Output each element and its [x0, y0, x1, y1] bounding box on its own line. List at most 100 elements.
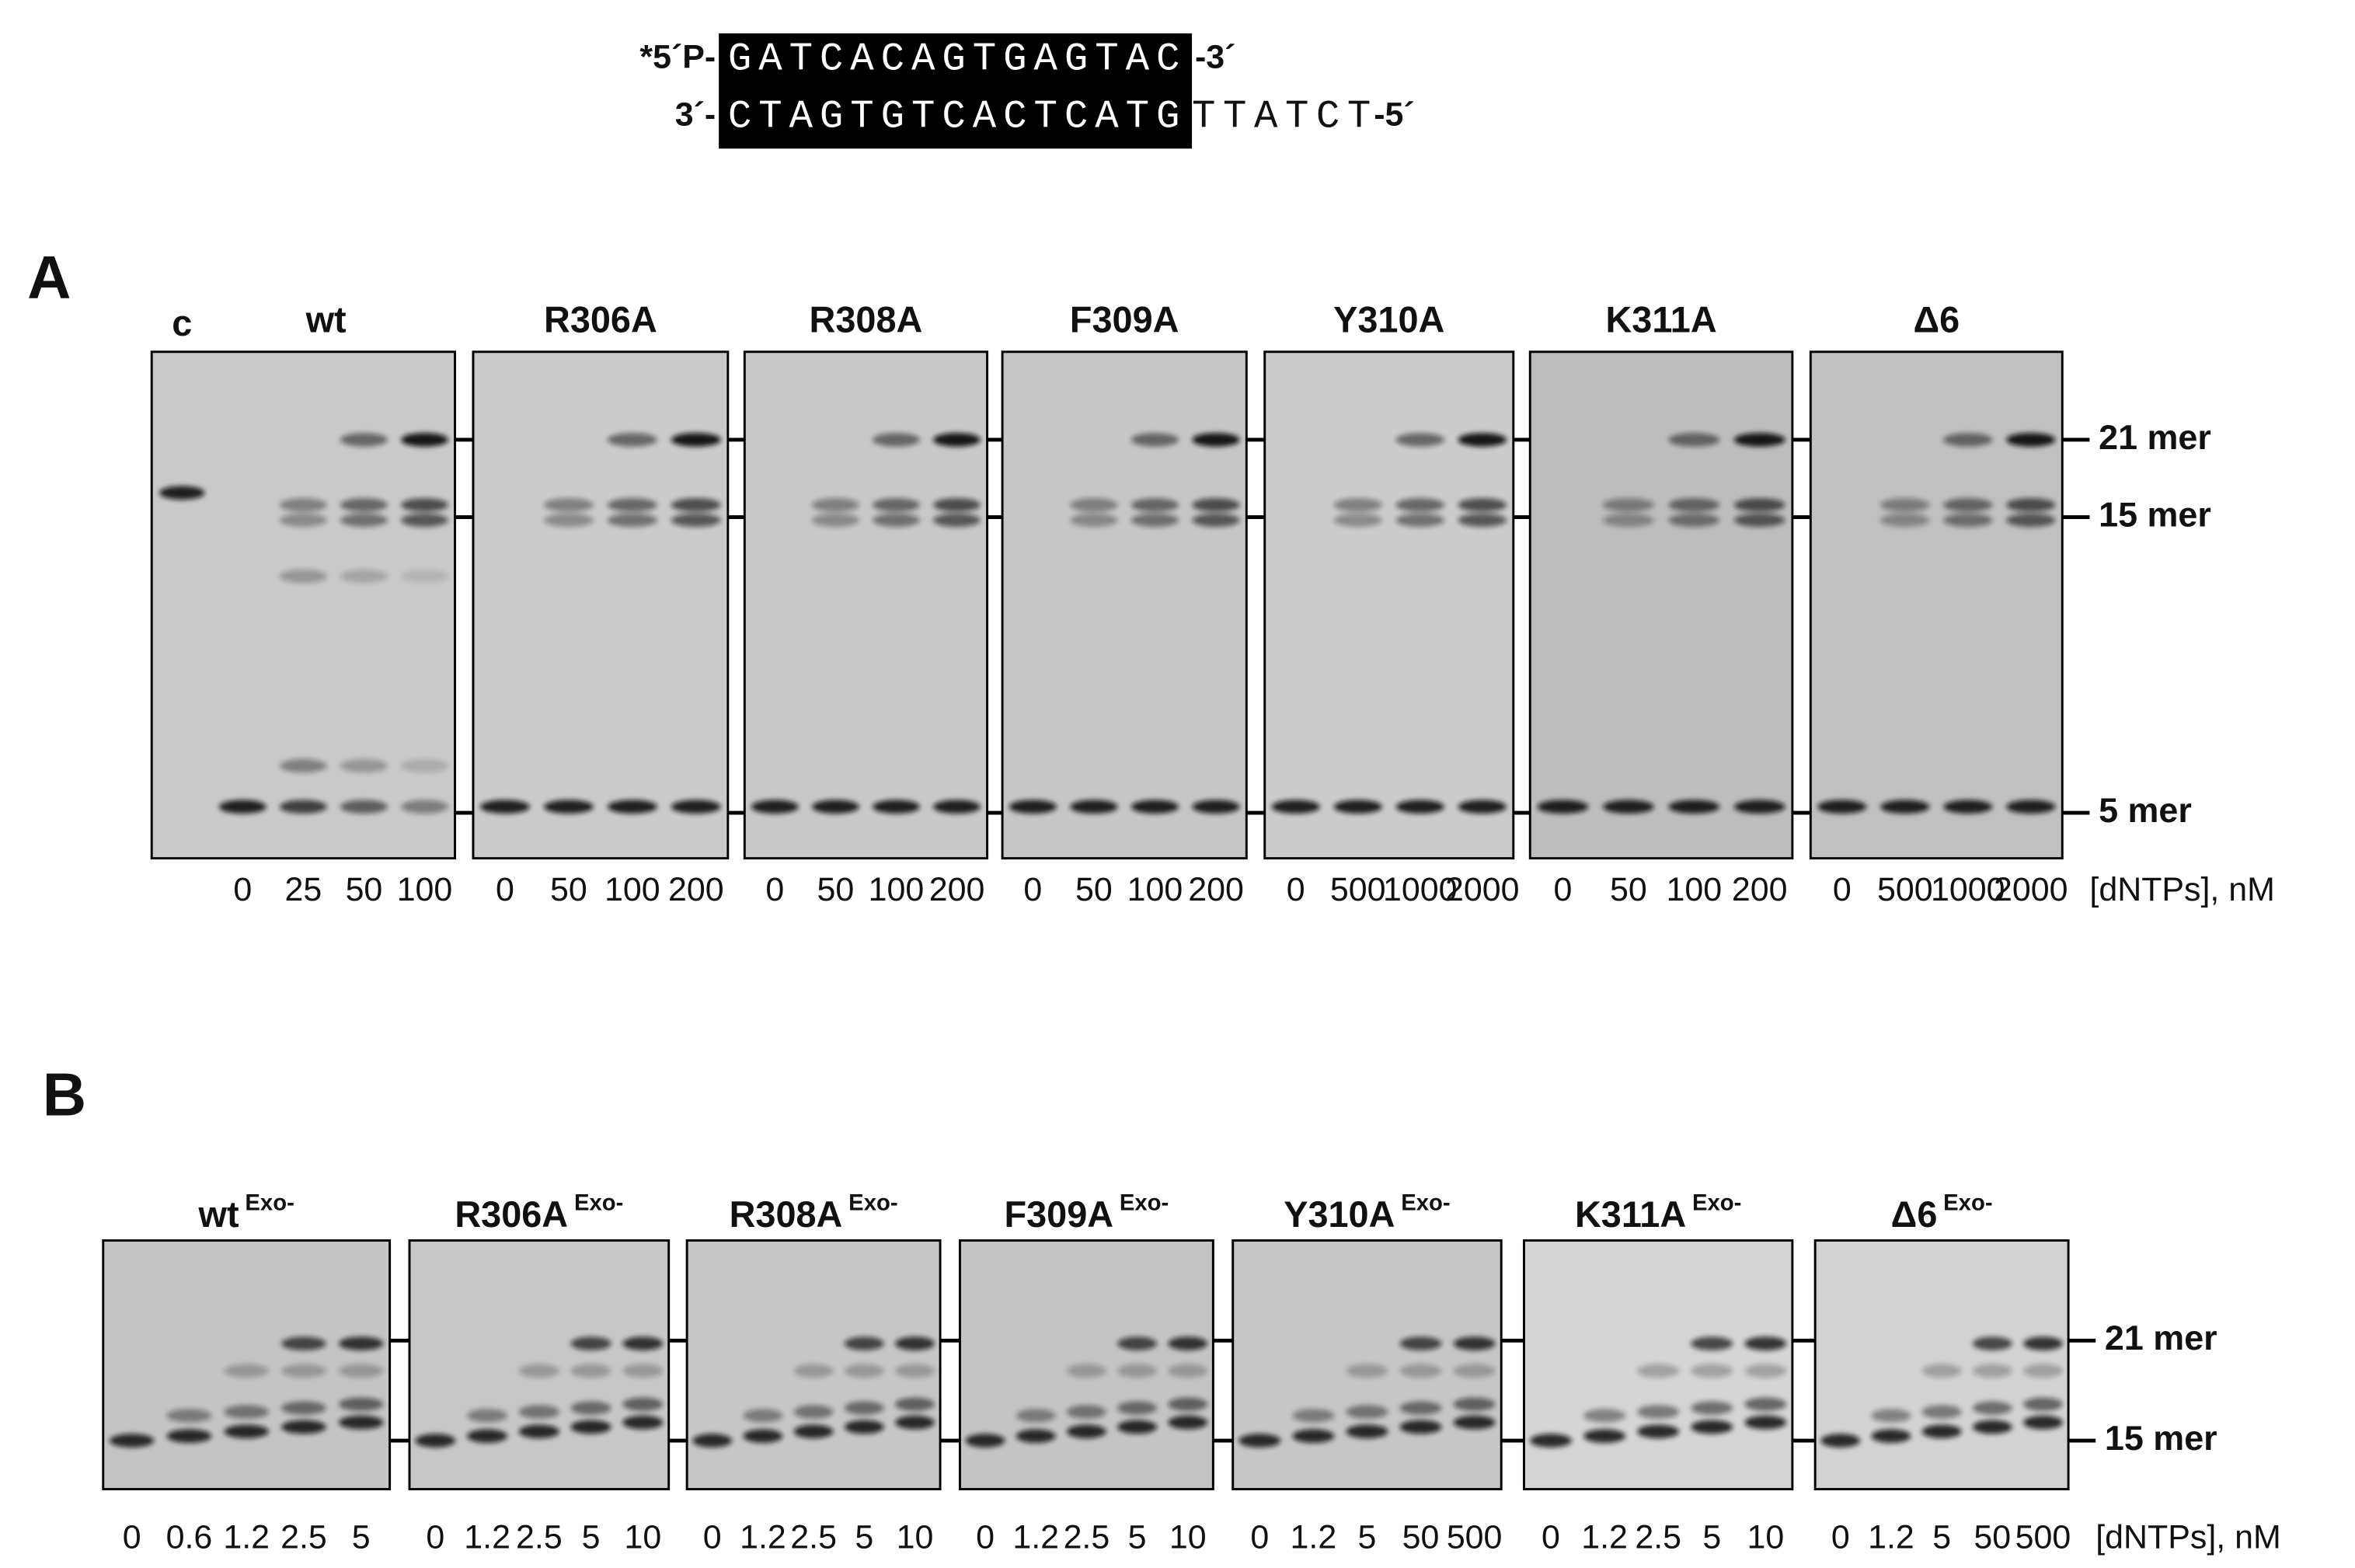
- marker-label: 5 mer: [2099, 790, 2192, 830]
- lane-label: 50: [346, 871, 383, 908]
- lane-label: 1000: [1931, 871, 2005, 908]
- band: [401, 498, 448, 512]
- gel: [1813, 1239, 2070, 1490]
- band: [933, 513, 981, 528]
- band: [1192, 433, 1240, 447]
- overhang-sequence: TTATCT: [1192, 96, 1371, 140]
- band: [1602, 498, 1654, 512]
- gel-title: K311A: [1605, 300, 1716, 340]
- band: [2023, 1336, 2063, 1350]
- band: [279, 513, 327, 528]
- band: [1192, 498, 1240, 512]
- substrate: *5´P- GATCACAGTGAGTAC -3´ 3´- CTAGTGTCAC…: [639, 33, 1415, 149]
- band: [1691, 1364, 1733, 1378]
- gel-image: [1813, 1239, 2070, 1490]
- gel-image: [150, 350, 457, 860]
- band: [1458, 513, 1507, 528]
- gel-image: [1809, 350, 2064, 860]
- gel: [1263, 350, 1515, 860]
- band: [340, 569, 388, 584]
- gel-title-name: R306A: [544, 300, 657, 340]
- lane-label: 0: [123, 1518, 141, 1556]
- band: [873, 800, 920, 814]
- lane-label: 1000: [1383, 871, 1458, 908]
- lane-label: 0: [233, 871, 252, 908]
- band: [1453, 1415, 1496, 1430]
- lane-label: 2000: [1994, 871, 2068, 908]
- gel-title-name: R308A: [810, 300, 923, 340]
- band: [671, 513, 721, 528]
- band: [793, 1405, 834, 1419]
- gel: [1231, 1239, 1503, 1490]
- band: [401, 569, 448, 584]
- gel-title: wt: [305, 300, 347, 340]
- lane-label: 500: [1877, 871, 1933, 908]
- x-label: [dNTPs], nM: [2095, 1518, 2281, 1556]
- band: [1972, 1336, 2012, 1350]
- gel-title: wt Exo-: [198, 1190, 294, 1235]
- band: [793, 1424, 834, 1439]
- band: [1871, 1429, 1911, 1443]
- band: [279, 498, 327, 512]
- gel-title-superscript: Exo-: [1401, 1190, 1450, 1215]
- band: [1691, 1420, 1733, 1434]
- band: [415, 1434, 456, 1448]
- band: [1880, 498, 1930, 512]
- lane-label: 0: [1287, 871, 1305, 908]
- gel-title-name: wt: [198, 1195, 239, 1235]
- paired-sequence: CTAGTGTCACTCATG: [728, 96, 1180, 140]
- band: [1458, 498, 1507, 512]
- band: [1333, 800, 1382, 814]
- band: [607, 433, 657, 447]
- gel: [408, 1239, 671, 1490]
- lane-label: 500: [1330, 871, 1386, 908]
- marker-label: 21 mer: [2099, 417, 2211, 457]
- lane-label: 5: [582, 1518, 601, 1556]
- band: [340, 433, 388, 447]
- gel-title: F309A: [1070, 300, 1179, 340]
- lane-label: 2.5: [1064, 1518, 1110, 1556]
- band: [1117, 1364, 1158, 1378]
- lane-label: 100: [604, 871, 660, 908]
- band: [479, 800, 530, 814]
- lane-label: 1.2: [740, 1518, 786, 1556]
- gel: [1522, 1239, 1794, 1490]
- gel-title: R308A: [810, 300, 923, 340]
- band: [279, 758, 327, 773]
- band: [1333, 498, 1382, 512]
- band: [1453, 1364, 1496, 1378]
- lane-label: 5: [1358, 1518, 1377, 1556]
- band: [1346, 1405, 1388, 1419]
- band: [1744, 1364, 1787, 1378]
- band: [1130, 513, 1179, 528]
- band: [1921, 1405, 1962, 1419]
- band: [166, 1409, 212, 1423]
- gel-title-name: F309A: [1070, 300, 1179, 340]
- band: [1009, 800, 1057, 814]
- band: [751, 800, 799, 814]
- band: [1130, 433, 1179, 447]
- band: [622, 1364, 664, 1378]
- band: [1637, 1424, 1680, 1439]
- band: [2006, 498, 2056, 512]
- gel: [1528, 350, 1794, 860]
- marker-label: 21 mer: [2105, 1318, 2217, 1357]
- lane-label: 200: [1188, 871, 1244, 908]
- band: [743, 1409, 783, 1423]
- band: [2023, 1364, 2063, 1378]
- band: [1458, 433, 1507, 447]
- lane-label: 0: [703, 1518, 722, 1556]
- band: [1637, 1364, 1680, 1378]
- band: [1168, 1415, 1208, 1430]
- lane-label: 10: [1169, 1518, 1207, 1556]
- gel-title: R306A: [544, 300, 657, 340]
- lane-label: 50: [817, 871, 855, 908]
- band: [2006, 513, 2056, 528]
- lane-label: 2.5: [1635, 1518, 1681, 1556]
- control-label: c: [172, 303, 192, 343]
- band: [965, 1434, 1005, 1448]
- lane-label: 1.2: [1581, 1518, 1628, 1556]
